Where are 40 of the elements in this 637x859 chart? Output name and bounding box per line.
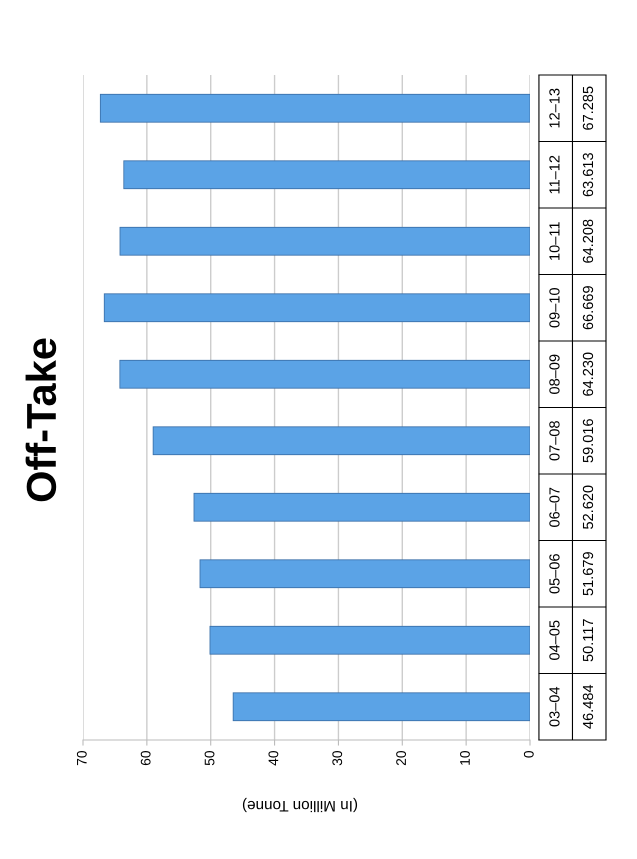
data-label: 59.016 [582, 419, 594, 462]
bar [152, 426, 530, 456]
y-tick-label: 05–06 [549, 554, 560, 594]
data-label: 46.484 [582, 684, 594, 729]
bar [100, 94, 530, 123]
bar [119, 360, 530, 389]
y-tick-label: 07–08 [549, 421, 560, 460]
x-tick-label: 50 [204, 750, 214, 766]
data-label: 66.669 [582, 286, 594, 330]
x-tick-label: 30 [332, 750, 342, 766]
bar [123, 160, 530, 190]
data-label: 67.285 [582, 86, 594, 130]
x-tick-label: 20 [396, 750, 406, 766]
bar [120, 226, 530, 256]
y-tick-label: 11–12 [549, 156, 560, 194]
y-tick-label: 10–11 [549, 222, 560, 260]
y-tick-label: 12–13 [549, 88, 560, 128]
bar [104, 293, 530, 322]
y-tick-label: 06–07 [549, 488, 560, 527]
text: Off-Take [26, 338, 56, 502]
x-axis-title: (In Million Tonne) [242, 798, 358, 812]
data-label: 64.230 [582, 352, 594, 396]
x-tick-label: 0 [524, 750, 534, 758]
data-label: 50.117 [582, 619, 594, 662]
data-label: 51.679 [582, 552, 594, 596]
bar [232, 692, 530, 722]
y-tick-label: 04–05 [549, 620, 560, 660]
data-label: 52.620 [582, 486, 594, 529]
bar [194, 492, 530, 522]
data-label: 63.613 [582, 153, 594, 196]
x-tick-label: 40 [268, 750, 278, 766]
data-label: 64.208 [582, 220, 594, 263]
y-tick-label: 08–09 [549, 354, 560, 394]
y-tick-label: 09–10 [549, 288, 560, 328]
bar [210, 626, 530, 655]
bar [200, 559, 530, 588]
y-tick-label: 03–04 [549, 686, 560, 726]
x-tick-label: 70 [76, 750, 87, 766]
x-tick-label: 10 [460, 750, 470, 765]
x-tick-label: 60 [140, 750, 151, 766]
